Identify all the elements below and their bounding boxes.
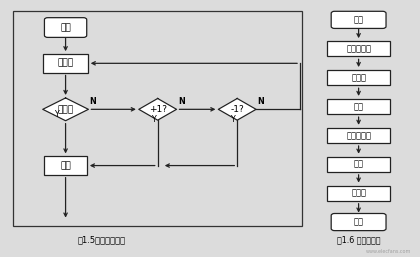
- Bar: [327, 186, 390, 201]
- Text: 数字键: 数字键: [58, 105, 74, 114]
- Text: 启动继电器: 启动继电器: [346, 131, 371, 140]
- Text: N: N: [90, 97, 97, 106]
- Text: N: N: [257, 97, 264, 106]
- Polygon shape: [139, 98, 176, 120]
- Bar: [327, 99, 390, 114]
- Bar: [43, 54, 88, 72]
- Text: www.elecfans.com: www.elecfans.com: [365, 249, 411, 254]
- Text: 延时: 延时: [354, 102, 364, 111]
- Text: 开中断: 开中断: [351, 189, 366, 198]
- Bar: [327, 128, 390, 143]
- Bar: [44, 156, 87, 175]
- Text: 输出: 输出: [60, 161, 71, 170]
- Text: Y: Y: [54, 110, 59, 119]
- Text: 延时: 延时: [354, 160, 364, 169]
- FancyBboxPatch shape: [45, 18, 87, 38]
- Bar: [327, 70, 390, 85]
- Text: 启动继电器: 启动继电器: [346, 44, 371, 53]
- Bar: [327, 41, 390, 57]
- Text: 关中断: 关中断: [351, 73, 366, 82]
- Text: 键扫描: 键扫描: [58, 59, 74, 68]
- Text: Y: Y: [151, 115, 156, 124]
- Text: -1?: -1?: [230, 105, 244, 114]
- Text: 图1.5程序总流程图: 图1.5程序总流程图: [77, 235, 125, 244]
- Text: N: N: [178, 97, 184, 106]
- FancyBboxPatch shape: [331, 214, 386, 231]
- Bar: [327, 157, 390, 172]
- Text: 返回: 返回: [354, 218, 364, 227]
- FancyBboxPatch shape: [331, 11, 386, 29]
- Text: 开始: 开始: [60, 23, 71, 32]
- Bar: [13, 11, 302, 226]
- Text: 图1.6 中断流程图: 图1.6 中断流程图: [337, 235, 381, 244]
- Polygon shape: [43, 98, 89, 121]
- Polygon shape: [218, 98, 256, 120]
- Text: 开始: 开始: [354, 15, 364, 24]
- Text: Y: Y: [231, 115, 235, 124]
- Text: +1?: +1?: [149, 105, 167, 114]
